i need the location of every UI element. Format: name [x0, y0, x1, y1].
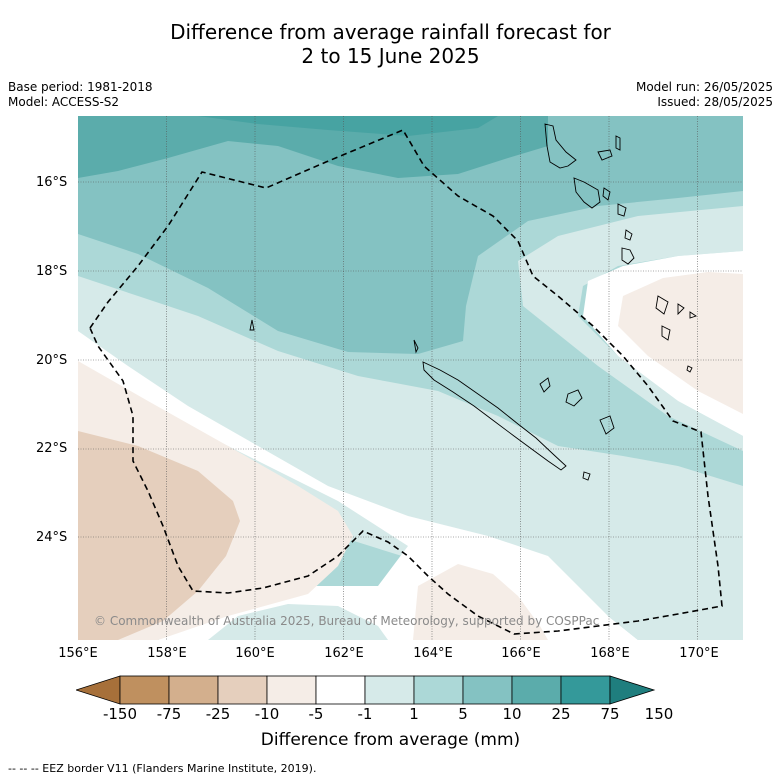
x-tick-168E: 168°E: [590, 646, 630, 661]
x-tick-170E: 170°E: [679, 646, 719, 661]
colorbar: [76, 675, 656, 705]
colorbar-segment: [315, 675, 366, 705]
title-line-1: Difference from average rainfall forecas…: [170, 20, 611, 44]
colorbar-segment: [168, 675, 219, 705]
colorbar-segment: [266, 675, 317, 705]
colorbar-tick-label: -5: [308, 705, 324, 723]
colorbar-segment: [413, 675, 464, 705]
colorbar-tick-label: -150: [102, 705, 138, 723]
band-neutral-west: [78, 331, 638, 640]
colorbar-tick-label: 25: [551, 705, 571, 723]
copyright-credit: © Commonwealth of Australia 2025, Bureau…: [94, 614, 600, 628]
eez-legend-note: -- -- -- EEZ border V11 (Flanders Marine…: [8, 762, 317, 775]
chart-title: Difference from average rainfall forecas…: [0, 20, 781, 68]
grid: [78, 116, 743, 640]
colorbar-segment: [217, 675, 268, 705]
model-run: Model run: 26/05/2025: [635, 80, 773, 94]
issued-date: Issued: 28/05/2025: [657, 95, 773, 109]
y-tick-18S: 18°S: [36, 264, 68, 279]
x-tick-158E: 158°E: [147, 646, 187, 661]
colorbar-tick-label: 5: [458, 705, 468, 723]
colorbar-tick-label: -10: [254, 705, 280, 723]
band-1-5-south: [208, 604, 388, 640]
colorbar-tick-label: -75: [156, 705, 182, 723]
base-period: Base period: 1981-2018: [8, 80, 153, 94]
colorbar-segment: [560, 675, 611, 705]
band-1-5-northeast: [518, 206, 743, 451]
band-minus-5-10-west: [78, 431, 240, 640]
band-75-150-north: [198, 116, 498, 136]
colorbar-extend-high: [609, 675, 656, 705]
colorbar-segment: [511, 675, 562, 705]
band-1-5-west: [78, 276, 743, 640]
y-tick-24S: 24°S: [36, 530, 68, 545]
meta-left: Base period: 1981-2018 Model: ACCESS-S2: [8, 80, 153, 110]
loyalty-islands: [539, 377, 615, 481]
fiji-islands: [677, 303, 698, 319]
colorbar-segment: [364, 675, 415, 705]
band-minus-1-5-northeast: [618, 272, 743, 414]
x-tick-160E: 160°E: [235, 646, 275, 661]
x-tick-164E: 164°E: [413, 646, 453, 661]
colorbar-tick-label: -25: [205, 705, 231, 723]
band-10-25-north: [78, 116, 743, 354]
eez-border: [89, 128, 723, 635]
band-minus-1-5-south: [413, 564, 548, 640]
rainfall-map: [78, 116, 743, 640]
colorbar-segment: [462, 675, 513, 705]
colorbar-segment: [119, 675, 170, 705]
x-tick-166E: 166°E: [501, 646, 541, 661]
colorbar-tick-label: 150: [644, 705, 674, 723]
y-tick-20S: 20°S: [36, 353, 68, 368]
colorbar-extend-low: [76, 675, 121, 705]
small-islands: [249, 295, 693, 373]
meta-right: Model run: 26/05/2025 Issued: 28/05/2025: [636, 80, 773, 110]
y-tick-22S: 22°S: [36, 441, 68, 456]
colorbar-title: Difference from average (mm): [260, 730, 521, 750]
title-line-2: 2 to 15 June 2025: [301, 44, 480, 68]
colorbar-tick-label: 1: [409, 705, 419, 723]
vanuatu-coastline: [544, 123, 635, 265]
x-tick-162E: 162°E: [324, 646, 364, 661]
colorbar-tick-label: -1: [357, 705, 373, 723]
colorbar-tick-label: 10: [502, 705, 522, 723]
model-name: Model: ACCESS-S2: [8, 95, 120, 109]
x-tick-156E: 156°E: [58, 646, 98, 661]
y-tick-16S: 16°S: [36, 175, 68, 190]
new-caledonia-coastline: [422, 361, 567, 471]
colorbar-tick-label: 75: [600, 705, 620, 723]
